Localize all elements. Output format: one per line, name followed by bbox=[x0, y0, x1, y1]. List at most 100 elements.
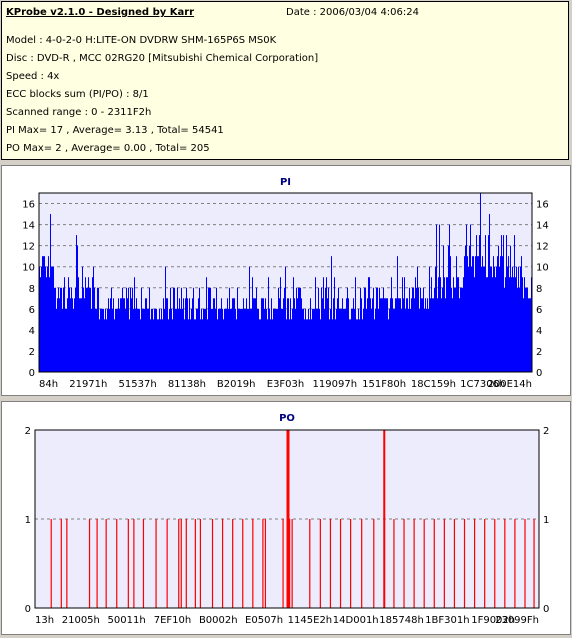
pi-bar bbox=[246, 298, 247, 372]
pi-bar bbox=[124, 298, 125, 372]
pi-bar bbox=[188, 319, 189, 372]
pi-bar bbox=[368, 277, 369, 372]
pi-bar bbox=[304, 319, 305, 372]
pi-bar bbox=[229, 287, 230, 372]
pi-bar bbox=[260, 319, 261, 372]
pi-bar bbox=[158, 319, 159, 372]
pi-bar bbox=[264, 308, 265, 372]
pi-bar bbox=[384, 298, 385, 372]
pi-bar bbox=[228, 308, 229, 372]
pi-bar bbox=[431, 277, 432, 372]
pi-bar bbox=[66, 308, 67, 372]
pi-bar bbox=[484, 266, 485, 372]
pi-bar bbox=[142, 308, 143, 372]
pi-bar bbox=[150, 319, 151, 372]
pi-bar bbox=[221, 298, 222, 372]
pi-bar bbox=[321, 287, 322, 372]
pi-bar bbox=[89, 287, 90, 372]
pi-bar bbox=[475, 256, 476, 372]
pi-bar bbox=[265, 298, 266, 372]
chart-title: PI bbox=[280, 177, 291, 188]
pi-bar bbox=[380, 298, 381, 372]
pi-bar bbox=[91, 308, 92, 372]
pi-bar bbox=[181, 287, 182, 372]
pi-bar bbox=[412, 287, 413, 372]
pi-bar bbox=[301, 298, 302, 372]
pi-bar bbox=[325, 287, 326, 372]
pi-bar bbox=[155, 308, 156, 372]
pi-bar bbox=[458, 277, 459, 372]
x-tick-label: E0507h bbox=[245, 615, 283, 626]
pi-bar bbox=[263, 298, 264, 372]
pi-bar bbox=[349, 319, 350, 372]
pi-bar bbox=[335, 319, 336, 372]
pi-bar bbox=[371, 308, 372, 372]
pi-bar bbox=[423, 287, 424, 372]
y-tick-label-right: 10 bbox=[536, 263, 549, 274]
pi-bar bbox=[132, 287, 133, 372]
pi-bar bbox=[354, 308, 355, 372]
pi-bar bbox=[491, 266, 492, 372]
pi-bar bbox=[319, 308, 320, 372]
pi-bar bbox=[71, 287, 72, 372]
x-tick-label: 1145E2h bbox=[288, 615, 332, 626]
pi-bar bbox=[299, 287, 300, 372]
pi-bar bbox=[179, 298, 180, 372]
pi-bar bbox=[463, 277, 464, 372]
pi-bar bbox=[255, 298, 256, 372]
y-tick-label-right: 12 bbox=[536, 242, 549, 253]
pi-bar bbox=[94, 287, 95, 372]
pi-bar bbox=[80, 298, 81, 372]
pi-bar bbox=[205, 308, 206, 372]
pi-bar bbox=[98, 287, 99, 372]
pi-bar bbox=[387, 298, 388, 372]
pi-bar bbox=[348, 298, 349, 372]
pi-bar bbox=[477, 256, 478, 372]
pi-bar bbox=[283, 298, 284, 372]
pi-bar bbox=[295, 308, 296, 372]
pi-bar bbox=[422, 298, 423, 372]
x-tick-label: 81138h bbox=[168, 379, 206, 390]
pi-bar bbox=[288, 298, 289, 372]
po-bar bbox=[232, 519, 234, 608]
pi-bar bbox=[470, 224, 471, 372]
pi-bar bbox=[516, 266, 517, 372]
pi-bar bbox=[276, 308, 277, 372]
pi-bar bbox=[46, 277, 47, 372]
po-bar bbox=[178, 519, 180, 608]
pi-bar bbox=[245, 308, 246, 372]
pi-bar bbox=[79, 298, 80, 372]
po-bar bbox=[291, 519, 293, 608]
pi-bar bbox=[487, 277, 488, 372]
pi-bar bbox=[451, 287, 452, 372]
pi-bar bbox=[425, 298, 426, 372]
pi-bar bbox=[303, 308, 304, 372]
pi-bar bbox=[103, 308, 104, 372]
po-bar bbox=[403, 519, 405, 608]
po-bar bbox=[453, 519, 456, 608]
pi-bar bbox=[527, 287, 528, 372]
pi-bar bbox=[359, 319, 360, 372]
pi-bar bbox=[134, 277, 135, 372]
pi-bar bbox=[333, 298, 334, 372]
x-tick-label: 1C7306h bbox=[460, 379, 505, 390]
pi-bar bbox=[128, 287, 129, 372]
pi-bar bbox=[122, 287, 123, 372]
pi-bar bbox=[210, 287, 211, 372]
pi-bar bbox=[504, 287, 505, 372]
y-tick-label-left: 10 bbox=[22, 263, 35, 274]
pi-bar bbox=[204, 308, 205, 372]
po-bar bbox=[433, 519, 435, 608]
pi-bar bbox=[281, 308, 282, 372]
pi-bar bbox=[481, 266, 482, 372]
pi-bar bbox=[262, 298, 263, 372]
pi-bar bbox=[69, 287, 70, 372]
pi-bar bbox=[444, 277, 445, 372]
po-bar bbox=[242, 519, 244, 608]
pi-bar bbox=[486, 277, 487, 372]
pi-bar bbox=[489, 214, 490, 372]
pi-bar bbox=[223, 319, 224, 372]
pi-bar bbox=[522, 277, 523, 372]
pi-bar bbox=[388, 319, 389, 372]
pi-bar bbox=[428, 308, 429, 372]
